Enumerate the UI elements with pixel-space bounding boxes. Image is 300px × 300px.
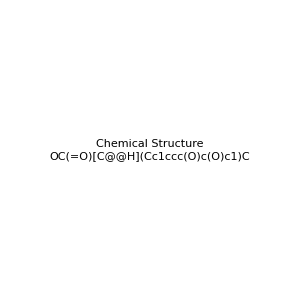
Text: Chemical Structure
OC(=O)[C@@H](Cc1ccc(O)c(O)c1)C: Chemical Structure OC(=O)[C@@H](Cc1ccc(O…	[50, 139, 250, 161]
